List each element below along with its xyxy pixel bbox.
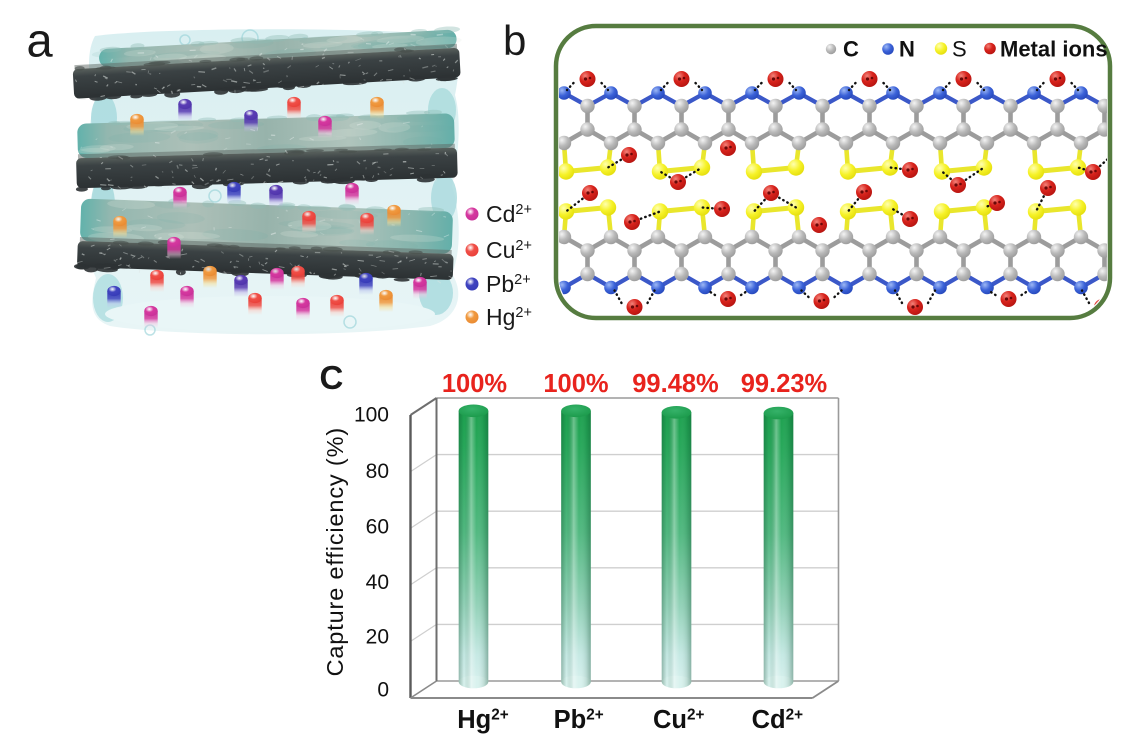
svg-text:b: b bbox=[503, 17, 526, 64]
svg-text:100: 100 bbox=[354, 404, 389, 427]
svg-text:99.48%: 99.48% bbox=[632, 370, 719, 398]
svg-text:Pb2+: Pb2+ bbox=[554, 706, 604, 734]
svg-text:20: 20 bbox=[366, 626, 389, 649]
svg-text:Metal ions: Metal ions bbox=[1000, 37, 1108, 62]
svg-text:a: a bbox=[27, 14, 54, 67]
svg-text:N: N bbox=[899, 37, 915, 62]
svg-text:Pb2+: Pb2+ bbox=[486, 271, 531, 297]
svg-text:Hg2+: Hg2+ bbox=[457, 706, 509, 734]
svg-text:0: 0 bbox=[377, 679, 389, 702]
svg-text:Cu2+: Cu2+ bbox=[486, 237, 532, 263]
svg-text:40: 40 bbox=[366, 571, 389, 594]
svg-text:99.23%: 99.23% bbox=[741, 370, 828, 398]
svg-text:Capture efficiency (%): Capture efficiency (%) bbox=[322, 427, 348, 676]
svg-text:100%: 100% bbox=[442, 370, 507, 398]
svg-text:Cu2+: Cu2+ bbox=[653, 706, 705, 734]
svg-text:80: 80 bbox=[366, 460, 389, 483]
svg-text:C: C bbox=[320, 359, 344, 396]
svg-text:60: 60 bbox=[366, 515, 389, 538]
svg-text:Hg2+: Hg2+ bbox=[486, 304, 532, 330]
svg-text:C: C bbox=[843, 37, 859, 62]
svg-text:Cd2+: Cd2+ bbox=[752, 706, 804, 734]
svg-text:S: S bbox=[952, 37, 967, 62]
svg-text:100%: 100% bbox=[543, 370, 608, 398]
svg-text:Cd2+: Cd2+ bbox=[486, 201, 532, 227]
